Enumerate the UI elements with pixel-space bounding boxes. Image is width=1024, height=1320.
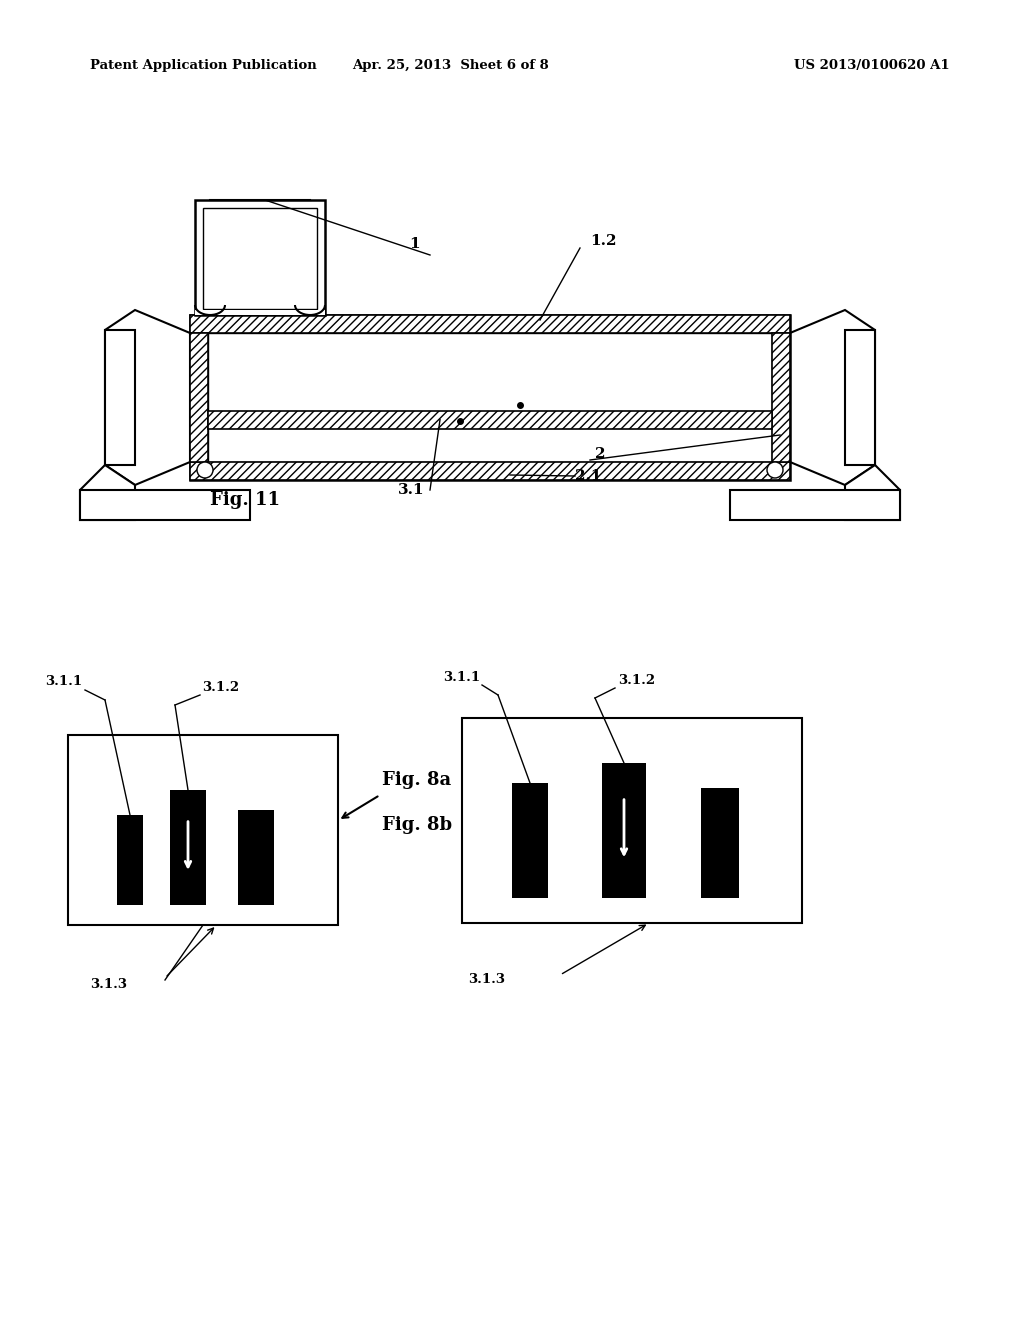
Text: Fig. 8b: Fig. 8b (382, 816, 453, 834)
Text: 3.1.1: 3.1.1 (45, 675, 82, 688)
Text: US 2013/0100620 A1: US 2013/0100620 A1 (795, 58, 950, 71)
Text: 3.1.3: 3.1.3 (90, 978, 127, 991)
Text: 1.2: 1.2 (590, 234, 616, 248)
Text: Apr. 25, 2013  Sheet 6 of 8: Apr. 25, 2013 Sheet 6 of 8 (351, 58, 549, 71)
Bar (170, 789, 206, 906)
Text: Fig. 11: Fig. 11 (210, 491, 280, 510)
Text: 2.1: 2.1 (575, 469, 601, 483)
Text: 3.1.1: 3.1.1 (442, 671, 480, 684)
Polygon shape (80, 465, 135, 520)
Bar (190, 315, 790, 333)
Text: 3.1.3: 3.1.3 (468, 973, 505, 986)
Circle shape (767, 462, 783, 478)
Text: 3.1.2: 3.1.2 (618, 675, 655, 686)
Text: 3.1: 3.1 (398, 483, 425, 498)
Text: 3.1.2: 3.1.2 (202, 681, 240, 694)
Bar (208, 333, 772, 462)
Bar (462, 718, 802, 923)
Bar (845, 330, 874, 465)
Bar (203, 209, 317, 309)
Bar (512, 783, 548, 898)
Bar (117, 814, 143, 906)
Bar (190, 315, 790, 480)
Text: 1: 1 (410, 238, 420, 251)
Circle shape (197, 462, 213, 478)
Bar (772, 333, 790, 462)
Text: Fig. 8a: Fig. 8a (382, 771, 452, 789)
Polygon shape (790, 310, 874, 484)
Bar (208, 411, 772, 429)
Bar (701, 788, 739, 898)
Bar (105, 330, 135, 465)
Bar (602, 763, 646, 898)
Bar (190, 462, 790, 480)
Bar (730, 490, 900, 520)
Bar (195, 310, 325, 315)
Text: 2: 2 (595, 447, 605, 461)
Bar (68, 735, 338, 925)
Polygon shape (105, 310, 190, 484)
Bar (190, 333, 208, 462)
Bar (238, 810, 274, 906)
Bar (195, 201, 325, 315)
Polygon shape (845, 465, 900, 520)
Text: Patent Application Publication: Patent Application Publication (90, 58, 316, 71)
Bar (80, 490, 250, 520)
